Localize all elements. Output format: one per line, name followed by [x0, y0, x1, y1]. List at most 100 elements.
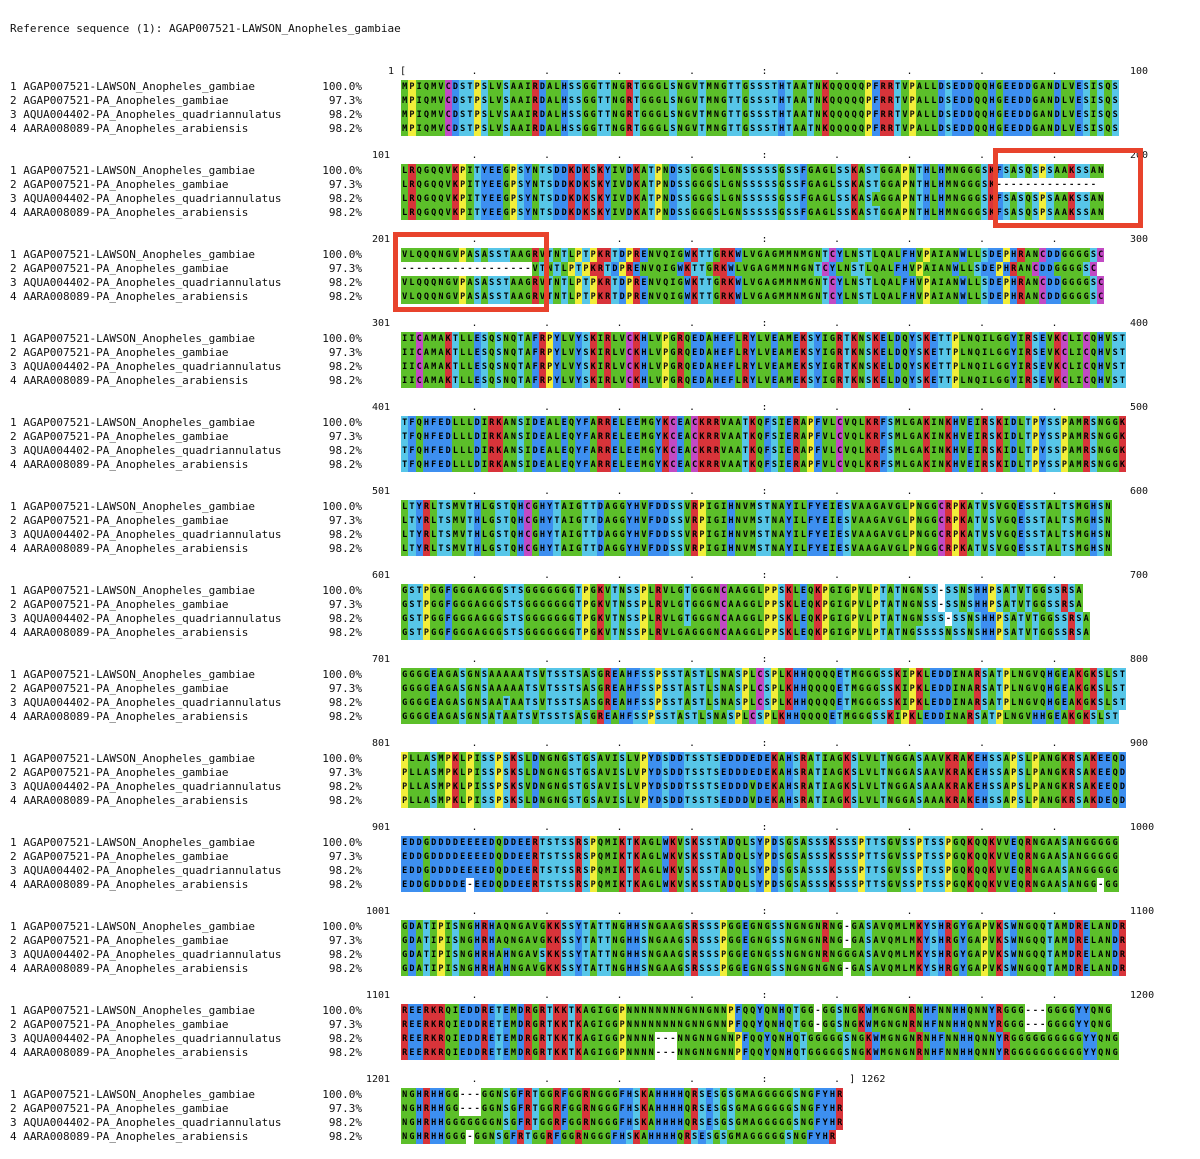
ruler-tick: .: [834, 570, 841, 581]
sequence-identity: 97.3%: [328, 178, 362, 191]
sequence-name-row: 2 AGAP007521-PA_Anopheles_gambiae 97.3%: [10, 94, 362, 108]
sequence-name: 2 AGAP007521-PA_Anopheles_gambiae: [10, 682, 229, 695]
ruler-tick: :: [761, 654, 768, 665]
sequence-name: 3 AQUA004402-PA_Anopheles_quadriannulatu…: [10, 276, 282, 289]
position-ruler: 501....:.... 600: [366, 486, 1166, 500]
sequence-name: 1 AGAP007521-LAWSON_Anopheles_gambiae: [10, 80, 256, 93]
ruler-tick: .: [544, 402, 551, 413]
ruler-tick: .: [544, 318, 551, 329]
ruler-tick: .: [544, 906, 551, 917]
sequence-name-row: 1 AGAP007521-LAWSON_Anopheles_gambiae 100…: [10, 500, 362, 514]
position-ruler: 201....:.... 300: [366, 234, 1166, 248]
sequence-identity: 100.0%: [322, 668, 362, 681]
ruler-tick: .: [834, 822, 841, 833]
sequence-name: 1 AGAP007521-LAWSON_Anopheles_gambiae: [10, 1088, 256, 1101]
ruler-tick: :: [761, 738, 768, 749]
ruler-tick: .: [906, 402, 913, 413]
ruler-tick: .: [979, 402, 986, 413]
sequence-name-row: 4 AARA008089-PA_Anopheles_arabiensis 98.2…: [10, 1046, 362, 1060]
sequence-identity: 100.0%: [322, 500, 362, 513]
sequence-name-row: 2 AGAP007521-PA_Anopheles_gambiae 97.3%: [10, 1102, 362, 1116]
ruler-tick: .: [834, 234, 841, 245]
sequence-name-row: 1 AGAP007521-LAWSON_Anopheles_gambiae 100…: [10, 752, 362, 766]
ruler-tick: .: [979, 318, 986, 329]
ruler-tick: .: [616, 234, 623, 245]
sequence-names: 1 AGAP007521-LAWSON_Anopheles_gambiae 100…: [10, 1088, 362, 1144]
sequence-name-row: 1 AGAP007521-LAWSON_Anopheles_gambiae 100…: [10, 248, 362, 262]
ruler-tick: .: [689, 738, 696, 749]
sequence-identity: 97.3%: [328, 682, 362, 695]
ruler-tick: .: [616, 906, 623, 917]
ruler-tick: .: [616, 66, 623, 77]
sequence-identity: 98.2%: [328, 780, 362, 793]
ruler-tick: .: [544, 822, 551, 833]
ruler-tick: :: [761, 402, 768, 413]
ruler-end-label: 1100: [1124, 906, 1155, 917]
sequence-name-row: 4 AARA008089-PA_Anopheles_arabiensis 98.2…: [10, 794, 362, 808]
sequence-name-row: 3 AQUA004402-PA_Anopheles_quadriannulatu…: [10, 192, 362, 206]
ruler-end-label: 500: [1124, 402, 1149, 413]
sequence-identity: 98.2%: [328, 108, 362, 121]
sequence-identity: 97.3%: [328, 514, 362, 527]
ruler-tick: .: [906, 234, 913, 245]
ruler-tick: .: [471, 402, 478, 413]
sequence-name: 4 AARA008089-PA_Anopheles_arabiensis: [10, 290, 249, 303]
ruler-tick: .: [616, 570, 623, 581]
sequence-name: 1 AGAP007521-LAWSON_Anopheles_gambiae: [10, 668, 256, 681]
ruler-tick: .: [1051, 150, 1058, 161]
ruler-tick: .: [689, 570, 696, 581]
sequence-name: 1 AGAP007521-LAWSON_Anopheles_gambiae: [10, 332, 256, 345]
ruler-end-label: ] 1262: [849, 1074, 886, 1085]
sequence-name: 1 AGAP007521-LAWSON_Anopheles_gambiae: [10, 416, 256, 429]
sequence-name: 3 AQUA004402-PA_Anopheles_quadriannulatu…: [10, 192, 282, 205]
ruler-tick: .: [834, 486, 841, 497]
ruler-start-label: 401: [372, 402, 391, 413]
sequence-identity: 100.0%: [322, 332, 362, 345]
sequence-name: 1 AGAP007521-LAWSON_Anopheles_gambiae: [10, 752, 256, 765]
sequence-name: 2 AGAP007521-PA_Anopheles_gambiae: [10, 1018, 229, 1031]
ruler-tick: .: [689, 318, 696, 329]
sequence-identity: 98.2%: [328, 878, 362, 891]
sequence-identity: 97.3%: [328, 1018, 362, 1031]
sequence-identity: 97.3%: [328, 766, 362, 779]
sequence-identity: 98.2%: [328, 794, 362, 807]
sequence-name-row: 3 AQUA004402-PA_Anopheles_quadriannulatu…: [10, 696, 362, 710]
sequence-identity: 98.2%: [328, 276, 362, 289]
ruler-tick: .: [689, 822, 696, 833]
alignment-block: 701....:.... 800 1 AGAP007521-LAWSON_Anop…: [0, 654, 1200, 724]
sequence-names: 1 AGAP007521-LAWSON_Anopheles_gambiae 100…: [10, 920, 362, 976]
sequence-identity: 98.2%: [328, 1032, 362, 1045]
ruler-tick: :: [761, 570, 768, 581]
sequence-identity: 97.3%: [328, 430, 362, 443]
ruler-tick: .: [1051, 402, 1058, 413]
ruler-end-label: 600: [1124, 486, 1149, 497]
sequence-identity: 98.2%: [328, 122, 362, 135]
ruler-tick: .: [616, 486, 623, 497]
sequence-name: 4 AARA008089-PA_Anopheles_arabiensis: [10, 1130, 249, 1143]
sequence-identity: 97.3%: [328, 850, 362, 863]
ruler-tick: .: [689, 990, 696, 1001]
sequence-name: 3 AQUA004402-PA_Anopheles_quadriannulatu…: [10, 528, 282, 541]
sequence-name: 2 AGAP007521-PA_Anopheles_gambiae: [10, 514, 229, 527]
ruler-start-label: 301: [372, 318, 391, 329]
sequence-identity: 98.2%: [328, 360, 362, 373]
ruler-tick: .: [616, 990, 623, 1001]
